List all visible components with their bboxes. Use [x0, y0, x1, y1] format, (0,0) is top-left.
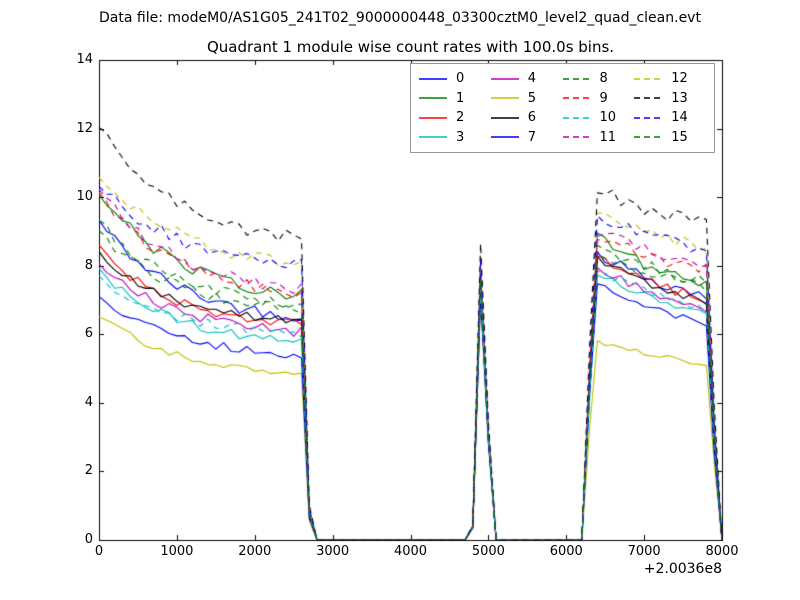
x-tick-label: 0 [94, 544, 104, 559]
chart-title: Quadrant 1 module wise count rates with … [206, 38, 615, 56]
x-axis-offset-label: +2.0036e8 [643, 561, 722, 577]
legend-item-6: 6 [490, 108, 563, 128]
y-tick-label: 14 [76, 52, 93, 67]
legend-item-3: 3 [419, 128, 491, 148]
legend-item-label: 9 [599, 90, 608, 106]
legend-line-sample [419, 117, 447, 119]
legend-item-label: 0 [456, 71, 465, 87]
legend-item-label: 8 [599, 71, 608, 87]
y-tick-label: 0 [84, 532, 93, 547]
legend-line-sample [490, 117, 519, 119]
legend-item-10: 10 [562, 108, 635, 128]
legend-item-label: 7 [527, 129, 537, 145]
legend-item-8: 8 [562, 69, 635, 89]
legend-item-5: 5 [490, 89, 563, 109]
legend-line-sample [419, 136, 447, 138]
legend-line-sample [634, 117, 663, 119]
legend-line-sample [419, 78, 447, 80]
legend-item-1: 1 [419, 89, 491, 109]
x-tick-label: 1000 [160, 544, 194, 559]
legend-line-sample [490, 97, 519, 99]
legend-item-label: 15 [671, 129, 688, 145]
x-tick-label: 5000 [471, 544, 505, 559]
y-tick-label: 2 [84, 463, 93, 479]
legend-line-sample [634, 78, 663, 80]
legend-item-7: 7 [490, 128, 563, 148]
legend-item-14: 14 [634, 108, 706, 128]
legend-item-label: 13 [671, 90, 688, 106]
legend-item-4: 4 [490, 69, 563, 89]
x-tick-label: 4000 [393, 544, 428, 559]
legend-item-12: 12 [634, 69, 706, 89]
legend-line-sample [562, 136, 591, 138]
data-file-label: Data file: modeM0/AS1G05_241T02_90000004… [99, 10, 701, 26]
legend-item-label: 6 [527, 110, 537, 126]
legend-item-15: 15 [634, 128, 706, 148]
legend-item-label: 2 [456, 110, 465, 126]
legend-line-sample [419, 97, 447, 99]
legend-item-label: 11 [599, 129, 617, 145]
legend-item-13: 13 [634, 89, 706, 109]
y-tick-label: 10 [76, 189, 93, 205]
legend-item-0: 0 [419, 69, 491, 89]
y-tick-label: 6 [84, 326, 93, 342]
legend-item-11: 11 [562, 128, 635, 148]
legend-line-sample [490, 78, 519, 80]
legend-line-sample [634, 97, 663, 99]
legend-item-9: 9 [562, 89, 635, 109]
x-tick-label: 2000 [238, 544, 272, 559]
legend-item-label: 4 [527, 71, 537, 87]
y-tick-label: 8 [84, 257, 93, 273]
y-tick-label: 12 [76, 120, 93, 136]
x-tick-label: 6000 [549, 544, 583, 559]
legend-line-sample [634, 136, 663, 138]
legend-item-label: 5 [527, 90, 537, 106]
legend: 0 1 2 3 4 5 6 7 8 9 10 11 12 13 14 15 [410, 63, 715, 153]
legend-line-sample [562, 117, 591, 119]
legend-item-label: 14 [671, 110, 688, 126]
x-tick-label: 7000 [627, 544, 661, 559]
legend-item-label: 10 [599, 110, 617, 126]
legend-line-sample [490, 136, 519, 138]
x-tick-label: 8000 [705, 544, 739, 559]
legend-line-sample [562, 97, 591, 99]
x-tick-label: 3000 [316, 544, 350, 559]
legend-item-label: 3 [456, 129, 465, 145]
legend-item-2: 2 [419, 108, 491, 128]
y-tick-label: 4 [84, 394, 93, 410]
legend-item-label: 1 [456, 90, 465, 106]
legend-line-sample [562, 78, 591, 80]
legend-item-label: 12 [671, 71, 688, 87]
